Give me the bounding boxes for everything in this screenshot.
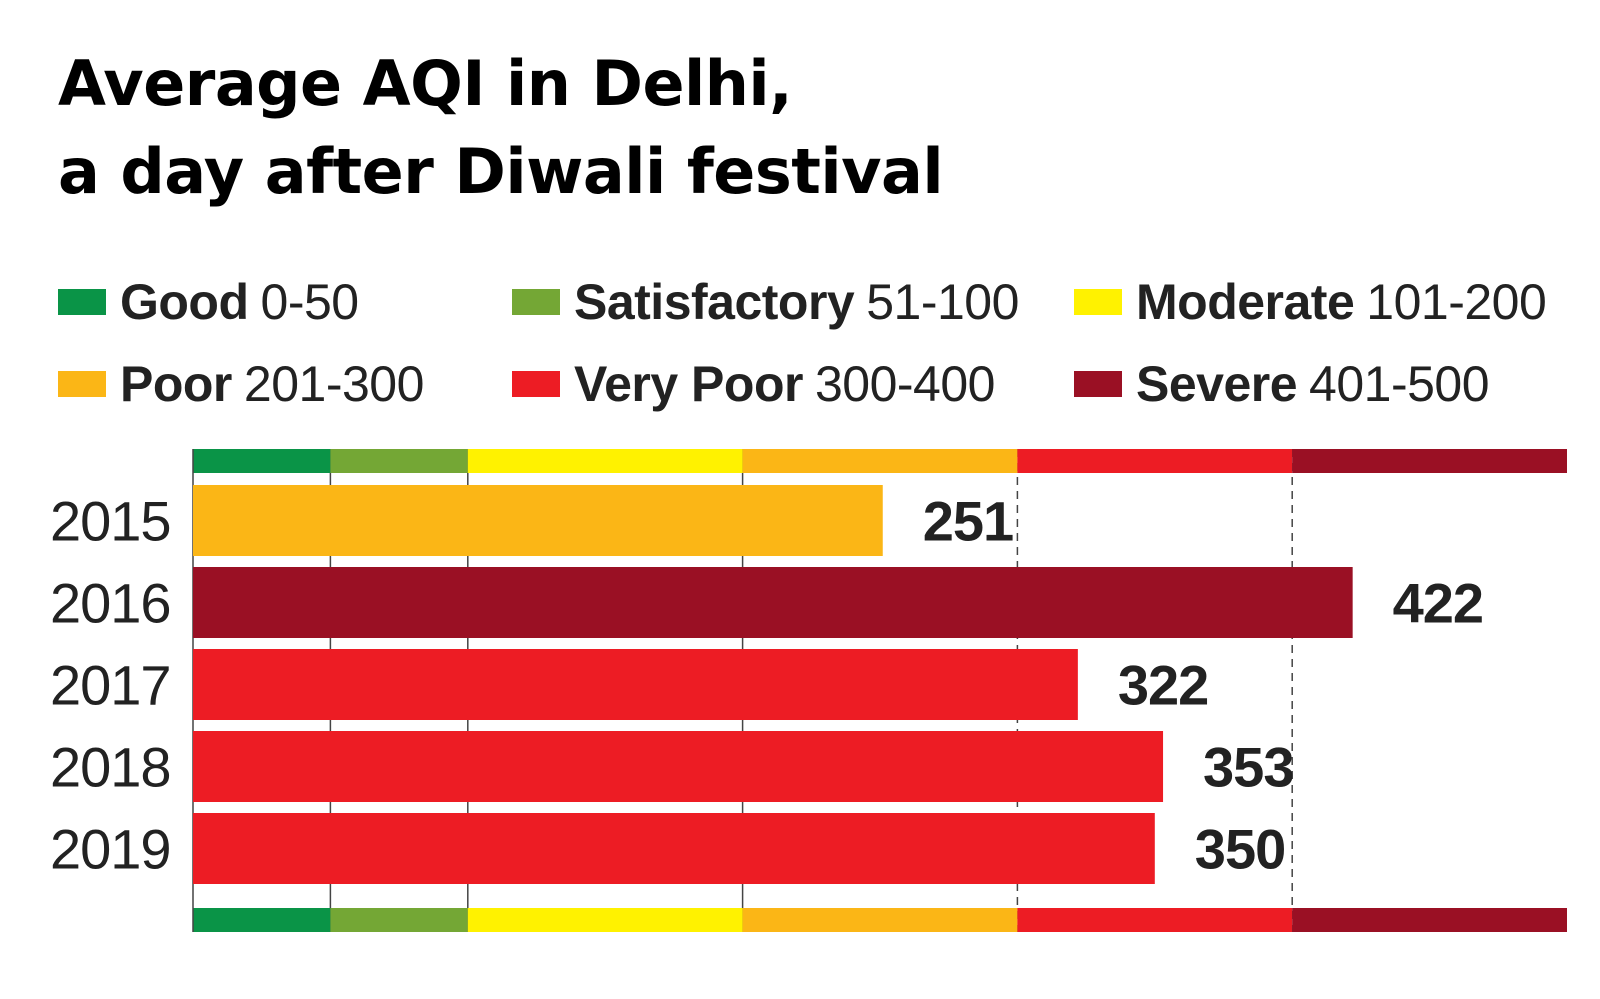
- top-scale-band-50-100: [330, 449, 468, 473]
- legend-name-very-poor: Very Poor: [574, 356, 803, 412]
- legend-swatch-moderate: [1074, 289, 1122, 315]
- bottom-scale-band-200-300: [742, 908, 1018, 932]
- bar-2017: [193, 649, 1078, 720]
- bottom-scale-band-0-50: [193, 908, 331, 932]
- legend-name-poor: Poor: [120, 356, 232, 412]
- bar-2015: [193, 485, 883, 556]
- legend-range-severe: 401-500: [1309, 356, 1490, 412]
- legend-range-very-poor: 300-400: [814, 356, 996, 412]
- value-label-2016: 422: [1393, 572, 1483, 635]
- value-label-2018: 353: [1203, 736, 1293, 799]
- legend-range-satisfactory: 51-100: [866, 274, 1019, 330]
- bottom-scale-band-400-500: [1292, 908, 1567, 932]
- value-label-2015: 251: [923, 490, 1013, 553]
- year-label-2015: 2015: [50, 490, 171, 553]
- bar-2019: [193, 813, 1155, 884]
- legend-item-poor: Poor 201-300: [58, 354, 424, 414]
- legend-name-moderate: Moderate: [1136, 274, 1355, 330]
- legend-range-good: 0-50: [260, 274, 360, 330]
- chart-title-line-2: a day after Diwali festival: [58, 135, 944, 208]
- value-label-2019: 350: [1195, 818, 1285, 881]
- year-label-2016: 2016: [50, 572, 171, 635]
- top-scale-band-100-200: [467, 449, 743, 473]
- legend-item-very-poor: Very Poor 300-400: [512, 354, 995, 414]
- chart-title-line-1: Average AQI in Delhi,: [58, 47, 793, 120]
- legend-range-moderate: 101-200: [1366, 274, 1547, 330]
- chart-title: Average AQI in Delhi, a day after Diwali…: [58, 40, 944, 216]
- legend-item-severe: Severe 401-500: [1074, 354, 1490, 414]
- legend-swatch-very-poor: [512, 371, 560, 397]
- value-label-2017: 322: [1118, 654, 1208, 717]
- top-scale-band-200-300: [742, 449, 1018, 473]
- legend-item-moderate: Moderate 101-200: [1074, 272, 1547, 332]
- top-scale-band-400-500: [1292, 449, 1567, 473]
- bottom-scale-band-300-400: [1017, 908, 1293, 932]
- legend-swatch-satisfactory: [512, 289, 560, 315]
- bottom-scale-band-50-100: [330, 908, 468, 932]
- legend-item-good: Good 0-50: [58, 272, 359, 332]
- legend-name-satisfactory: Satisfactory: [574, 274, 855, 330]
- top-scale-band-0-50: [193, 449, 331, 473]
- bar-2018: [193, 731, 1164, 802]
- legend-swatch-severe: [1074, 371, 1122, 397]
- legend-range-poor: 201-300: [243, 356, 425, 412]
- year-label-2017: 2017: [50, 654, 171, 717]
- legend-item-satisfactory: Satisfactory 51-100: [512, 272, 1019, 332]
- bottom-scale-band-100-200: [467, 908, 743, 932]
- legend-name-good: Good: [120, 274, 249, 330]
- year-label-2018: 2018: [50, 736, 171, 799]
- legend-swatch-poor: [58, 371, 106, 397]
- top-scale-band-300-400: [1017, 449, 1293, 473]
- year-label-2019: 2019: [50, 818, 171, 881]
- bar-2016: [193, 567, 1353, 638]
- legend-name-severe: Severe: [1136, 356, 1298, 412]
- legend-swatch-good: [58, 289, 106, 315]
